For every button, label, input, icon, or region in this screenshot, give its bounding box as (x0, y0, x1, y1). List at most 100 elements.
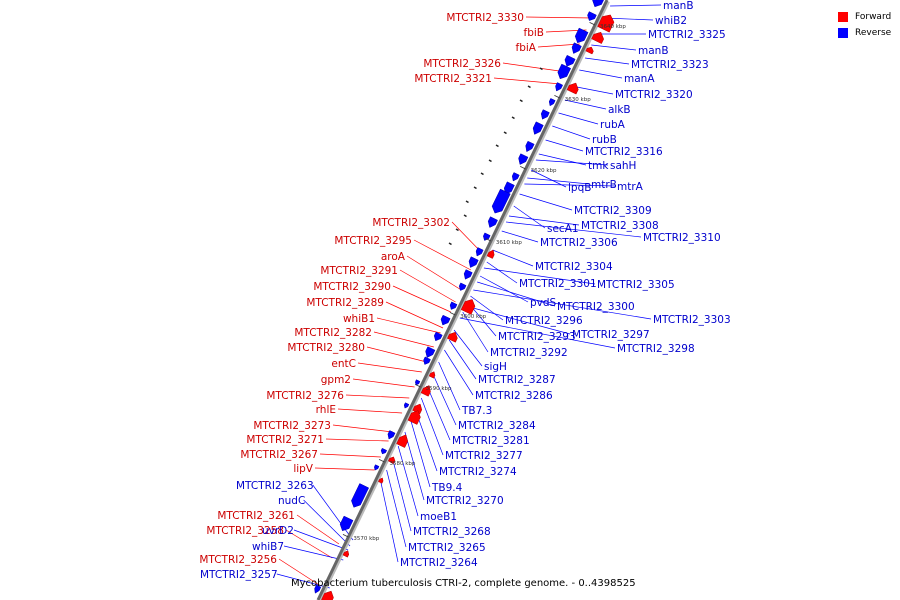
backbone-line (316, 0, 609, 600)
forward-leader-20 (319, 453, 381, 458)
reverse-leader-40 (410, 419, 431, 488)
reverse-leader-21 (492, 249, 534, 267)
reverse-gene-22 (440, 314, 451, 326)
forward-leader-3 (502, 62, 567, 73)
reverse-gene-17 (475, 247, 484, 257)
forward-gene-6 (447, 331, 458, 343)
reverse-gene-33 (314, 584, 322, 594)
reverse-leader-5 (579, 69, 623, 79)
reverse-label-32: sigH (484, 361, 507, 373)
forward-label-8: MTCTRI2_3291 (320, 265, 398, 277)
reverse-label-21: MTCTRI2_3304 (535, 261, 613, 273)
reverse-label-16: MTCTRI2_3309 (574, 205, 652, 217)
tick-label-6: 3630 kbp (565, 97, 591, 103)
legend-reverse-label: Reverse (855, 28, 892, 38)
reverse-leader-27 (470, 295, 504, 321)
reverse-label-39: MTCTRI2_3274 (439, 466, 517, 478)
marker-dash-6 (488, 159, 492, 163)
reverse-leader-19 (506, 221, 642, 238)
reverse-leader-50 (276, 573, 330, 589)
reverse-label-2: MTCTRI2_3325 (648, 29, 726, 41)
forward-label-20: MTCTRI2_3267 (240, 449, 318, 461)
reverse-leader-32 (453, 329, 483, 367)
reverse-label-25: MTCTRI2_3300 (557, 301, 635, 313)
reverse-label-10: MTCTRI2_3316 (585, 146, 663, 158)
forward-leader-6 (413, 239, 472, 271)
reverse-leader-20 (501, 230, 539, 243)
marker-dash-9 (465, 200, 469, 204)
reverse-label-44: MTCTRI2_3265 (408, 542, 486, 554)
reverse-leader-23 (483, 267, 596, 285)
reverse-gene-8 (540, 109, 550, 120)
reverse-gene-9 (532, 121, 544, 135)
reverse-label-50: MTCTRI2_3257 (200, 569, 278, 581)
reverse-label-38: MTCTRI2_3277 (445, 450, 523, 462)
reverse-leader-41 (404, 431, 425, 501)
reverse-label-30: MTCTRI2_3292 (490, 347, 568, 359)
forward-leader-5 (451, 221, 481, 252)
forward-leader-13 (366, 346, 427, 363)
reverse-label-4: MTCTRI2_3323 (631, 59, 709, 71)
reverse-gene-24 (425, 346, 436, 358)
reverse-gene-26 (415, 379, 421, 386)
reverse-gene-11 (518, 153, 529, 165)
legend: Forward Reverse (838, 9, 891, 41)
reverse-leader-38 (420, 397, 444, 456)
reverse-label-45: MTCTRI2_3264 (400, 557, 478, 569)
forward-gene-7 (428, 371, 436, 379)
marker-dash-10 (463, 214, 467, 218)
reverse-gene-31 (351, 483, 370, 508)
forward-label-14: entC (331, 358, 356, 370)
reverse-label-27: MTCTRI2_3296 (505, 315, 583, 327)
forward-label-21: lipV (293, 463, 313, 475)
reverse-label-34: MTCTRI2_3286 (475, 390, 553, 402)
reverse-label-1: whiB2 (655, 15, 687, 27)
reverse-label-15: mtrA (617, 181, 644, 193)
reverse-leader-42 (397, 445, 419, 517)
tick-mark-1 (378, 459, 385, 463)
forward-label-0: MTCTRI2_3330 (446, 12, 524, 24)
reverse-gene-28 (387, 430, 396, 440)
tick-label-2: 3590 kbp (426, 386, 452, 392)
backbone-shadow (318, 0, 610, 600)
forward-label-17: rhlE (316, 404, 336, 416)
marker-dash-7 (480, 172, 484, 176)
reverse-gene-4 (564, 54, 576, 67)
reverse-gene-7 (548, 98, 556, 107)
forward-label-9: MTCTRI2_3290 (313, 281, 391, 293)
reverse-label-13: lpqB (568, 182, 591, 194)
tick-mark-2 (415, 384, 421, 388)
reverse-leader-44 (386, 469, 407, 548)
reverse-leader-30 (462, 311, 489, 353)
forward-leader-9 (392, 285, 451, 313)
forward-label-19: MTCTRI2_3271 (246, 434, 324, 446)
forward-label-23: MTCTRI2_3258 (206, 525, 284, 537)
tick-mark-6 (554, 95, 560, 99)
reverse-leader-45 (380, 481, 399, 563)
reverse-gene-18 (468, 256, 479, 268)
reverse-leader-12 (535, 159, 609, 166)
reverse-leader-8 (558, 112, 599, 125)
reverse-leader-17 (513, 205, 546, 229)
reverse-leader-3 (591, 44, 637, 51)
marker-dash-12 (448, 242, 452, 246)
forward-gene-12 (387, 456, 396, 464)
reverse-gene-20 (458, 282, 467, 291)
reverse-leader-37 (426, 385, 451, 441)
reverse-leader-36 (432, 373, 457, 426)
forward-gene-0 (597, 14, 615, 33)
forward-leader-11 (376, 317, 441, 334)
forward-label-5: MTCTRI2_3302 (372, 217, 450, 229)
reverse-label-8: rubA (600, 119, 626, 131)
reverse-label-3: manB (638, 45, 669, 57)
forward-label-1: fbiB (524, 27, 544, 39)
forward-label-16: MTCTRI2_3276 (266, 390, 344, 402)
marker-dash-11 (455, 228, 459, 232)
tick-marks: 3570 kbp 3580 kbp 3590 kbp 3600 kbp 3610 kbp… (342, 22, 626, 542)
forward-label-10: MTCTRI2_3289 (306, 297, 384, 309)
reverse-label-20: MTCTRI2_3306 (540, 237, 618, 249)
tick-label-0: 3570 kbp (353, 536, 379, 542)
forward-leader-2 (537, 43, 580, 48)
reverse-label-26: MTCTRI2_3303 (653, 314, 731, 326)
tick-label-5: 3620 kbp (531, 168, 557, 174)
